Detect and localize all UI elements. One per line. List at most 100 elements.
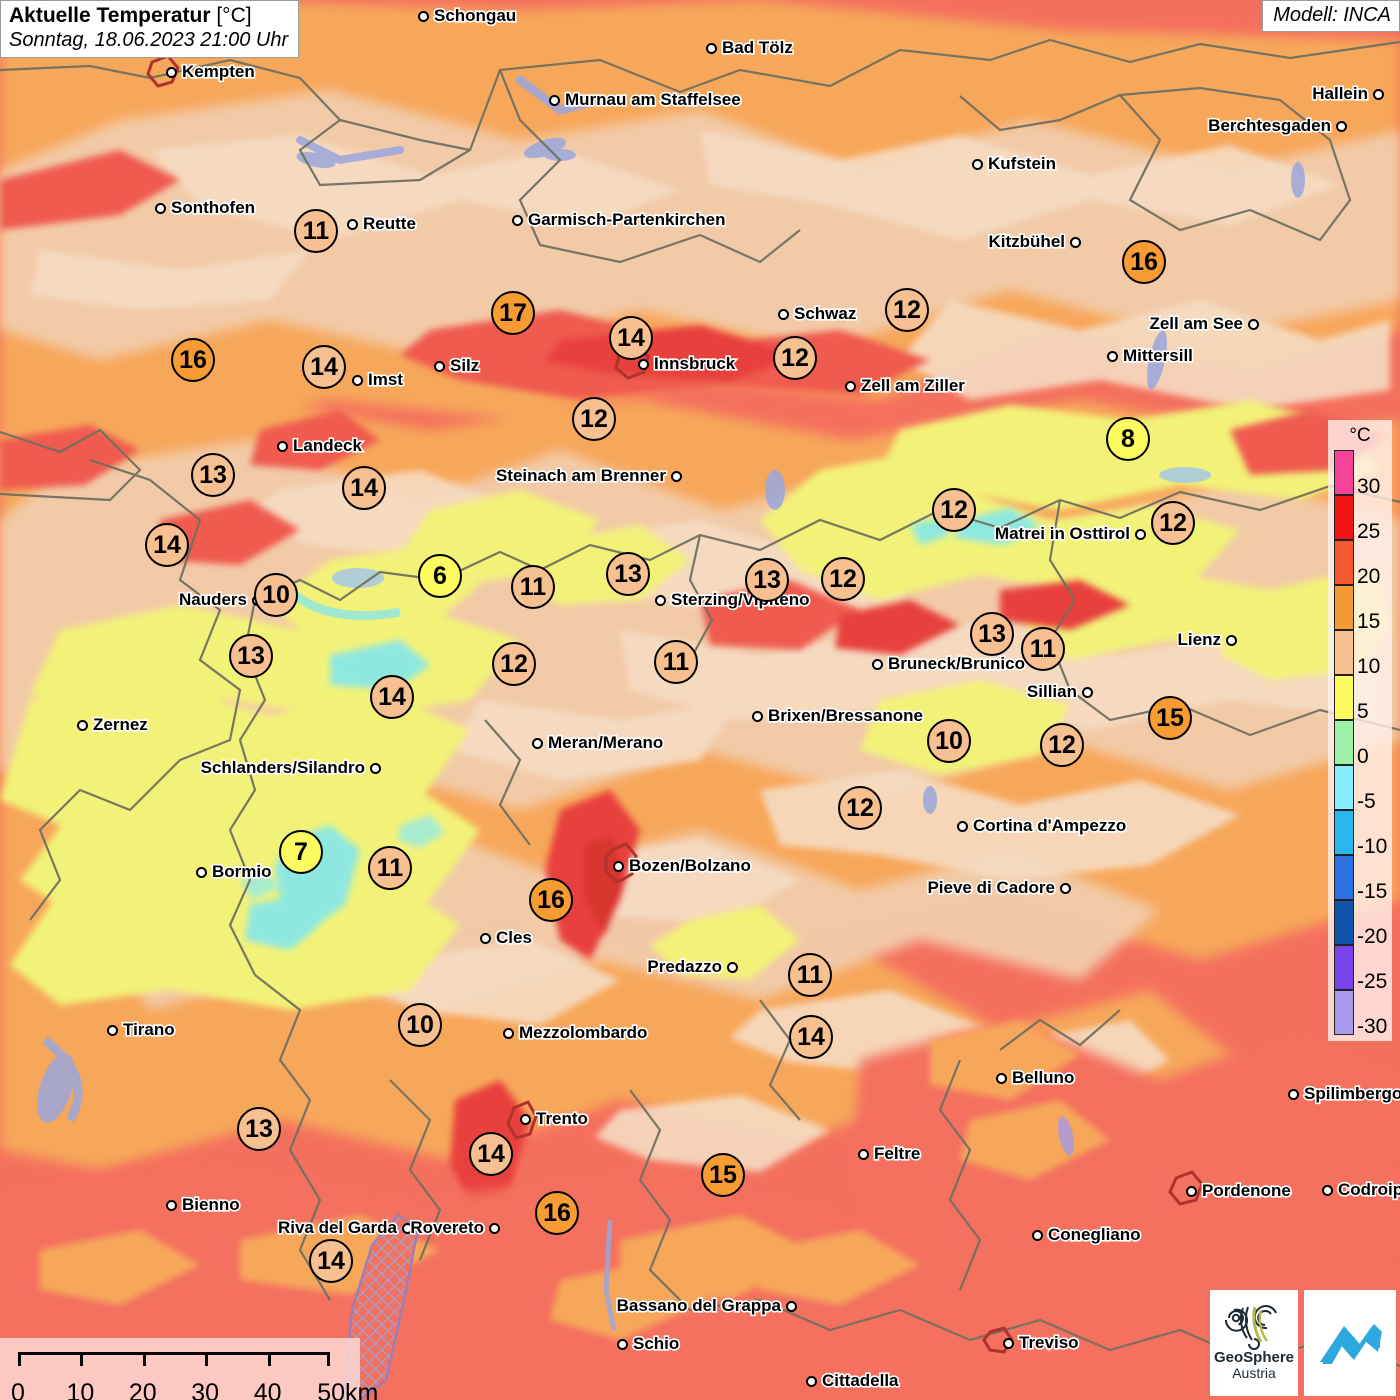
station-temperature-marker[interactable]: 10	[927, 719, 971, 763]
city-marker[interactable]: Landeck	[277, 434, 364, 457]
station-temperature-marker[interactable]: 7	[279, 830, 323, 874]
city-marker[interactable]: Bassano del Grappa	[615, 1294, 797, 1317]
station-temperature-marker[interactable]: 11	[1021, 627, 1065, 671]
city-marker[interactable]: Cles	[480, 926, 534, 949]
legend-swatch	[1334, 945, 1354, 990]
city-marker[interactable]: Bruneck/Brunico	[872, 652, 1027, 675]
city-marker[interactable]: Mezzolombardo	[503, 1021, 649, 1044]
city-marker[interactable]: Tirano	[107, 1018, 176, 1041]
city-marker[interactable]: Rovereto	[409, 1216, 500, 1239]
city-name-label: Spilimbergo	[1302, 1082, 1400, 1104]
city-marker[interactable]: Kitzbühel	[987, 230, 1081, 253]
city-marker[interactable]: Berchtesgaden	[1207, 114, 1347, 137]
station-temperature-marker[interactable]: 12	[773, 336, 817, 380]
geosphere-logo[interactable]: GeoSphere Austria	[1210, 1290, 1298, 1396]
station-temperature-marker[interactable]: 13	[229, 634, 273, 678]
station-temperature-marker[interactable]: 14	[145, 523, 189, 567]
city-marker[interactable]: Riva del Garda	[276, 1216, 413, 1239]
station-temperature-marker[interactable]: 16	[171, 338, 215, 382]
city-marker[interactable]: Bormio	[196, 860, 273, 883]
city-name-label: Conegliano	[1046, 1223, 1142, 1245]
city-marker[interactable]: Garmisch-Partenkirchen	[512, 208, 727, 231]
city-marker[interactable]: Zell am See	[1148, 312, 1259, 335]
station-temperature-marker[interactable]: 12	[1151, 501, 1195, 545]
city-marker[interactable]: Sillian	[1025, 680, 1093, 703]
city-marker[interactable]: Silz	[434, 354, 481, 377]
city-marker[interactable]: Trento	[520, 1107, 590, 1130]
city-marker[interactable]: Feltre	[858, 1142, 922, 1165]
city-marker[interactable]: Sonthofen	[155, 196, 257, 219]
city-marker[interactable]: Schio	[617, 1332, 681, 1355]
station-temperature-marker[interactable]: 16	[1122, 240, 1166, 284]
city-marker[interactable]: Sterzing/Vipiteno	[655, 588, 811, 611]
station-temperature-marker[interactable]: 13	[745, 558, 789, 602]
city-marker[interactable]: Conegliano	[1032, 1223, 1142, 1246]
city-marker[interactable]: Codroipo	[1322, 1178, 1400, 1201]
station-temperature-marker[interactable]: 12	[932, 488, 976, 532]
city-marker[interactable]: Pordenone	[1186, 1179, 1292, 1202]
station-temperature-marker[interactable]: 11	[511, 565, 555, 609]
city-marker[interactable]: Treviso	[1003, 1331, 1080, 1354]
city-marker[interactable]: Innsbruck	[638, 352, 737, 375]
station-temperature-marker[interactable]: 11	[654, 640, 698, 684]
zamg-logo[interactable]	[1304, 1290, 1396, 1396]
station-temperature-marker[interactable]: 12	[1040, 723, 1084, 767]
station-temperature-marker[interactable]: 12	[492, 642, 536, 686]
city-marker[interactable]: Lienz	[1176, 628, 1237, 651]
city-marker[interactable]: Schwaz	[778, 302, 858, 325]
city-marker[interactable]: Steinach am Brenner	[494, 464, 682, 487]
city-marker[interactable]: Hallein	[1311, 82, 1384, 105]
station-temperature-marker[interactable]: 14	[609, 316, 653, 360]
city-marker[interactable]: Cittadella	[806, 1369, 900, 1392]
station-temperature-marker[interactable]: 12	[821, 557, 865, 601]
station-temperature-marker[interactable]: 14	[469, 1132, 513, 1176]
city-marker[interactable]: Reutte	[347, 212, 418, 235]
station-temperature-marker[interactable]: 10	[398, 1003, 442, 1047]
station-temperature-marker[interactable]: 11	[368, 846, 412, 890]
city-marker[interactable]: Bad Tölz	[706, 36, 794, 59]
station-temperature-marker[interactable]: 12	[885, 288, 929, 332]
city-marker[interactable]: Murnau am Staffelsee	[549, 88, 742, 111]
station-temperature-marker[interactable]: 13	[191, 453, 235, 497]
station-temperature-marker[interactable]: 13	[970, 612, 1014, 656]
city-marker[interactable]: Cortina d'Ampezzo	[957, 814, 1128, 837]
station-temperature-marker[interactable]: 14	[309, 1239, 353, 1283]
city-marker[interactable]: Matrei in Osttirol	[993, 522, 1146, 545]
station-temperature-marker[interactable]: 11	[294, 209, 338, 253]
city-marker[interactable]: Nauders	[177, 588, 263, 611]
city-marker[interactable]: Zell am Ziller	[845, 374, 967, 397]
city-marker[interactable]: Belluno	[996, 1066, 1076, 1089]
city-marker[interactable]: Pieve di Cadore	[926, 876, 1071, 899]
city-marker[interactable]: Zernez	[77, 713, 149, 736]
station-temperature-marker[interactable]: 13	[237, 1107, 281, 1151]
station-temperature-marker[interactable]: 8	[1106, 417, 1150, 461]
city-marker[interactable]: Brixen/Bressanone	[752, 704, 925, 727]
station-temperature-marker[interactable]: 15	[701, 1153, 745, 1197]
city-marker[interactable]: Mittersill	[1107, 344, 1195, 367]
city-marker[interactable]: Bienno	[166, 1193, 241, 1216]
city-marker[interactable]: Kufstein	[972, 152, 1058, 175]
station-temperature-marker[interactable]: 14	[789, 1015, 833, 1059]
city-marker[interactable]: Bozen/Bolzano	[613, 854, 752, 877]
station-temperature-marker[interactable]: 13	[606, 552, 650, 596]
station-temperature-marker[interactable]: 14	[302, 345, 346, 389]
city-marker[interactable]: Kempten	[166, 60, 256, 83]
station-temperature-marker[interactable]: 15	[1148, 696, 1192, 740]
station-temperature-marker[interactable]: 16	[535, 1191, 579, 1235]
city-marker[interactable]: Imst	[352, 368, 405, 391]
station-temperature-marker[interactable]: 6	[418, 554, 462, 598]
city-marker[interactable]: Spilimbergo	[1288, 1082, 1400, 1105]
city-marker[interactable]: Meran/Merano	[532, 731, 665, 754]
station-temperature-marker[interactable]: 11	[788, 953, 832, 997]
station-temperature-marker[interactable]: 10	[254, 573, 298, 617]
city-marker[interactable]: Schlanders/Silandro	[199, 756, 381, 779]
station-temperature-marker[interactable]: 12	[572, 397, 616, 441]
station-temperature-marker[interactable]: 14	[342, 466, 386, 510]
city-marker[interactable]: Schongau	[418, 4, 518, 27]
station-temperature-marker[interactable]: 17	[491, 291, 535, 335]
station-temperature-marker[interactable]: 12	[838, 786, 882, 830]
station-temperature-marker[interactable]: 16	[529, 878, 573, 922]
station-temperature-marker[interactable]: 14	[370, 675, 414, 719]
city-marker[interactable]: Predazzo	[646, 955, 738, 978]
